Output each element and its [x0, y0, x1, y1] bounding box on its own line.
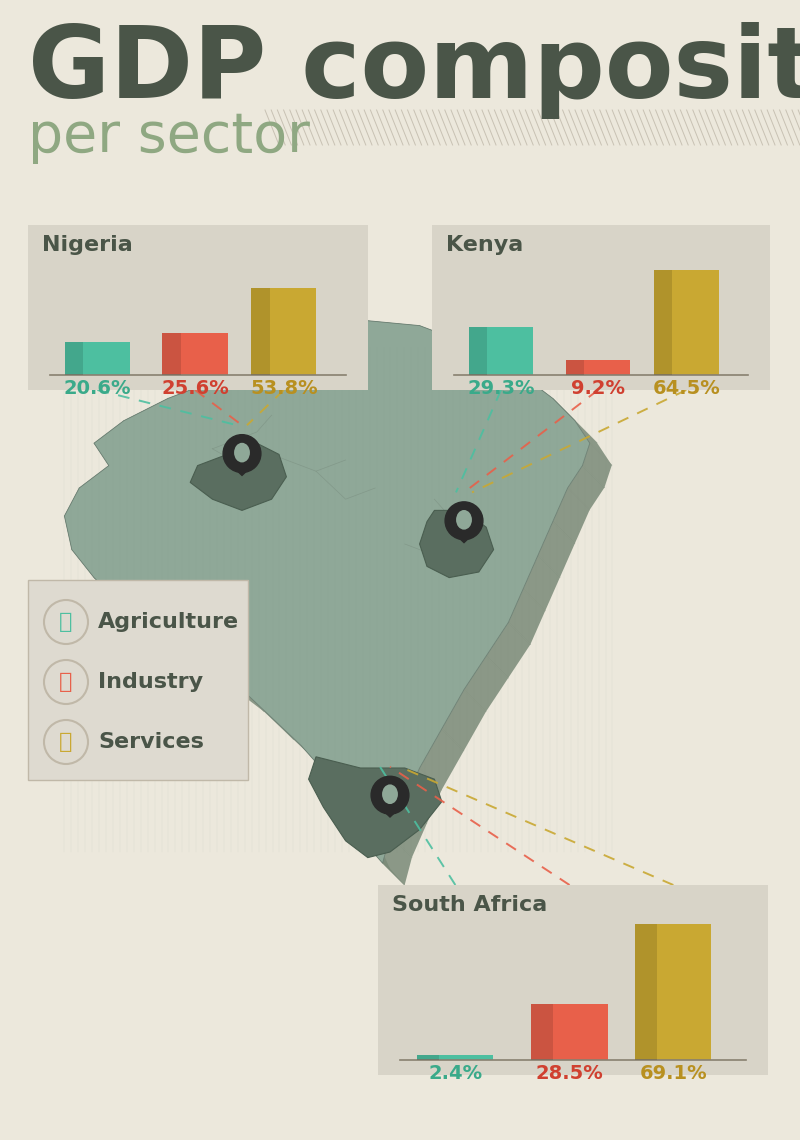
Polygon shape: [64, 488, 101, 538]
Polygon shape: [420, 511, 494, 578]
Polygon shape: [79, 465, 131, 510]
Polygon shape: [420, 326, 486, 365]
Polygon shape: [309, 757, 442, 857]
Polygon shape: [168, 388, 219, 421]
Circle shape: [371, 776, 409, 814]
Polygon shape: [162, 333, 181, 375]
Polygon shape: [94, 578, 146, 628]
Polygon shape: [382, 836, 412, 885]
Text: 🌾: 🌾: [59, 612, 73, 632]
Polygon shape: [124, 398, 190, 442]
Polygon shape: [64, 320, 590, 863]
Text: 28.5%: 28.5%: [536, 1064, 603, 1083]
Polygon shape: [635, 923, 657, 1060]
Polygon shape: [405, 768, 442, 823]
Polygon shape: [538, 522, 574, 577]
Polygon shape: [418, 1056, 438, 1060]
Polygon shape: [168, 634, 227, 684]
Polygon shape: [251, 287, 270, 375]
Polygon shape: [420, 728, 464, 790]
Polygon shape: [442, 690, 486, 751]
Bar: [469, 327, 534, 375]
Bar: [418, 1056, 494, 1060]
Text: 29.3%: 29.3%: [467, 378, 534, 398]
Polygon shape: [229, 463, 255, 475]
Text: 64.5%: 64.5%: [652, 378, 720, 398]
Polygon shape: [301, 320, 382, 348]
Polygon shape: [553, 398, 597, 442]
Polygon shape: [72, 549, 116, 600]
Polygon shape: [198, 376, 234, 409]
Text: Services: Services: [98, 732, 204, 752]
Polygon shape: [331, 780, 375, 834]
Text: 20.6%: 20.6%: [64, 378, 131, 398]
Polygon shape: [390, 801, 427, 857]
Bar: [251, 287, 316, 375]
Polygon shape: [272, 717, 323, 767]
Bar: [635, 923, 711, 1060]
Polygon shape: [494, 359, 546, 398]
Polygon shape: [575, 421, 612, 465]
Polygon shape: [486, 622, 530, 678]
Polygon shape: [65, 342, 83, 375]
Polygon shape: [450, 530, 478, 543]
Polygon shape: [190, 443, 286, 511]
Polygon shape: [368, 846, 405, 885]
Polygon shape: [523, 376, 574, 421]
Polygon shape: [301, 746, 353, 801]
Circle shape: [445, 502, 483, 539]
Ellipse shape: [456, 510, 472, 530]
Polygon shape: [568, 465, 605, 510]
Polygon shape: [257, 326, 323, 365]
Polygon shape: [464, 656, 508, 711]
Bar: [566, 360, 630, 375]
Polygon shape: [205, 661, 264, 711]
Text: 👥: 👥: [59, 732, 73, 752]
Polygon shape: [464, 342, 516, 381]
Polygon shape: [654, 270, 672, 375]
Circle shape: [223, 434, 261, 472]
Bar: [531, 1004, 608, 1060]
Bar: [654, 270, 718, 375]
Text: Agriculture: Agriculture: [98, 612, 239, 632]
Polygon shape: [566, 360, 584, 375]
Polygon shape: [469, 327, 487, 375]
Text: South Africa: South Africa: [392, 895, 547, 915]
Text: 🏭: 🏭: [59, 671, 73, 692]
Text: per sector: per sector: [28, 109, 310, 164]
Polygon shape: [124, 605, 190, 656]
Text: 69.1%: 69.1%: [639, 1064, 707, 1083]
Polygon shape: [509, 588, 546, 644]
Text: GDP composition: GDP composition: [28, 22, 800, 119]
Text: 25.6%: 25.6%: [161, 378, 229, 398]
Text: Industry: Industry: [98, 671, 203, 692]
Polygon shape: [377, 805, 403, 817]
Polygon shape: [64, 516, 94, 571]
Bar: [378, 885, 768, 1075]
Polygon shape: [227, 342, 279, 386]
Polygon shape: [94, 443, 131, 488]
Ellipse shape: [382, 784, 398, 804]
Text: 53.8%: 53.8%: [250, 378, 318, 398]
Polygon shape: [361, 320, 442, 348]
Polygon shape: [213, 365, 250, 398]
Text: Kenya: Kenya: [446, 235, 523, 255]
Polygon shape: [553, 488, 590, 544]
Bar: [28, 580, 248, 780]
Ellipse shape: [234, 442, 250, 463]
Text: 2.4%: 2.4%: [428, 1064, 482, 1083]
Bar: [28, 225, 368, 390]
Bar: [162, 333, 228, 375]
Text: Nigeria: Nigeria: [42, 235, 133, 255]
Bar: [432, 225, 770, 390]
Polygon shape: [531, 1004, 553, 1060]
Polygon shape: [242, 690, 294, 740]
Bar: [65, 342, 130, 375]
Polygon shape: [523, 555, 560, 611]
Text: 9.2%: 9.2%: [571, 378, 625, 398]
Polygon shape: [353, 813, 390, 869]
Polygon shape: [94, 421, 146, 465]
Polygon shape: [582, 443, 612, 488]
